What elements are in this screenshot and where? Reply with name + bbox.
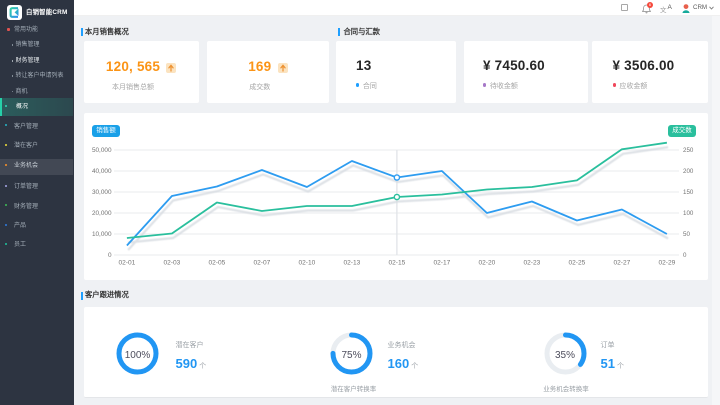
svg-text:02-01: 02-01 (118, 259, 135, 266)
svg-text:10,000: 10,000 (92, 231, 112, 238)
svg-text:02-10: 02-10 (298, 259, 315, 266)
svg-text:02-07: 02-07 (253, 259, 270, 266)
svg-text:02-23: 02-23 (523, 259, 540, 266)
svg-text:150: 150 (683, 189, 694, 196)
svg-text:20,000: 20,000 (92, 210, 112, 217)
svg-text:02-15: 02-15 (388, 259, 405, 266)
svg-text:02-17: 02-17 (433, 259, 450, 266)
svg-text:50: 50 (683, 231, 690, 238)
svg-text:50,000: 50,000 (92, 147, 112, 154)
svg-text:40,000: 40,000 (92, 168, 112, 175)
svg-text:200: 200 (683, 168, 694, 175)
svg-text:30,000: 30,000 (92, 189, 112, 196)
svg-text:02-29: 02-29 (658, 259, 675, 266)
svg-text:0: 0 (108, 252, 112, 259)
svg-text:100: 100 (683, 210, 694, 217)
svg-text:02-13: 02-13 (343, 259, 360, 266)
svg-text:250: 250 (683, 147, 694, 154)
svg-text:02-20: 02-20 (478, 259, 495, 266)
svg-text:02-03: 02-03 (163, 259, 180, 266)
svg-text:0: 0 (683, 252, 687, 259)
svg-text:02-25: 02-25 (568, 259, 585, 266)
svg-text:02-05: 02-05 (208, 259, 225, 266)
svg-text:02-27: 02-27 (613, 259, 630, 266)
